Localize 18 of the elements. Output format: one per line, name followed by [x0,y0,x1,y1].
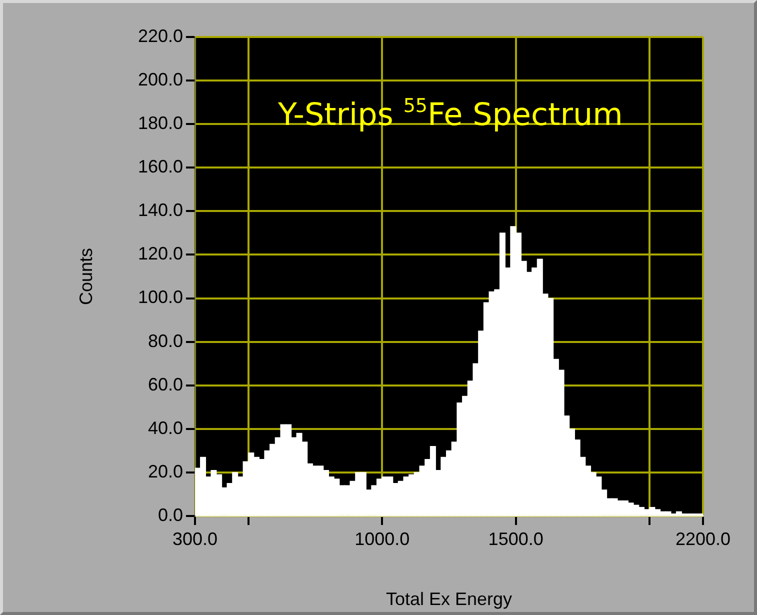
y-tick-label: 100.0 [138,287,183,308]
x-tick-label: 2200.0 [675,528,731,549]
x-tick-label: 1500.0 [488,528,544,549]
y-tick-label: 140.0 [138,200,183,220]
y-tick-label: 160.0 [138,156,183,177]
x-tick-label: 1000.0 [354,528,410,549]
y-tick-label: 60.0 [148,374,183,394]
y-tick-label: 220.0 [138,26,183,46]
y-tick-label: 180.0 [138,113,183,134]
x-tick-label: 300.0 [172,528,218,549]
y-tick-label: 20.0 [148,461,183,482]
y-tick-label: 0.0 [158,504,183,525]
x-axis-title: Total Ex Energy [386,589,512,610]
y-tick-label: 40.0 [148,418,183,438]
y-tick-label: 120.0 [138,244,183,264]
y-tick-label: 200.0 [138,70,183,90]
y-axis-title: Counts [76,248,96,306]
y-tick-label: 80.0 [148,330,183,351]
